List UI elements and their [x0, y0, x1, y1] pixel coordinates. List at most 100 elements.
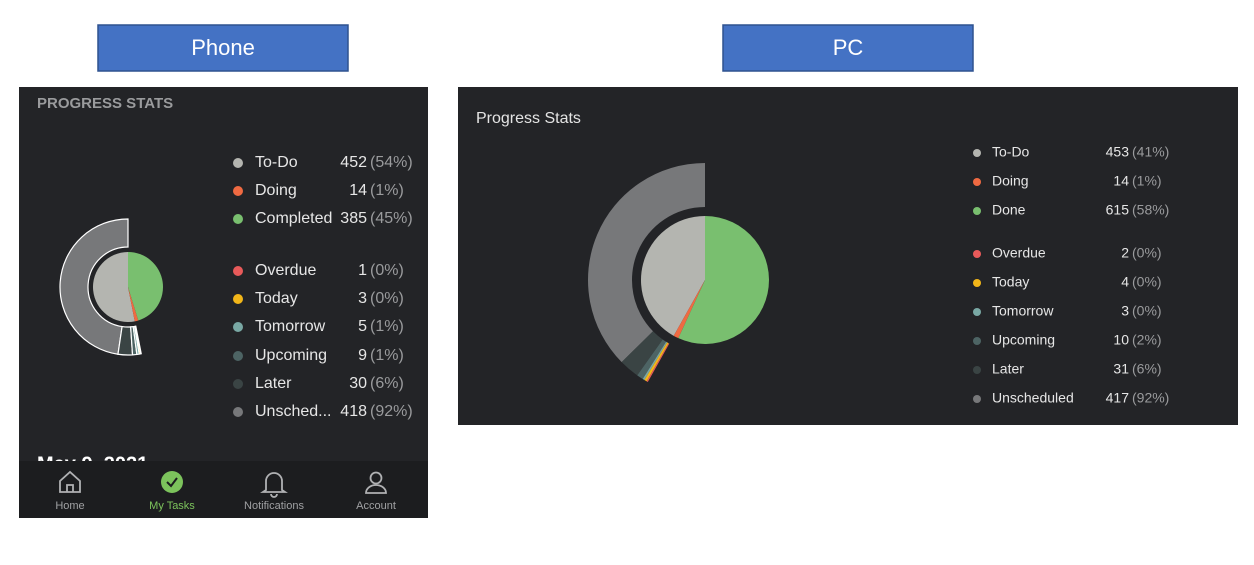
legend-count: 3	[358, 290, 367, 307]
account-head	[369, 471, 383, 485]
legend-name: To-Do	[255, 154, 298, 171]
legend-percent: (6%)	[1132, 361, 1162, 377]
legend-count: 30	[349, 375, 367, 392]
pc-label-box	[722, 24, 974, 72]
legend-dot	[233, 158, 243, 168]
legend-name: Overdue	[255, 262, 316, 279]
legend-count: 1	[358, 262, 367, 279]
pie-slice	[128, 287, 139, 322]
ring-segment	[646, 343, 670, 383]
pie-slice	[678, 216, 769, 344]
legend-percent: (92%)	[370, 403, 413, 420]
legend-dot	[233, 407, 243, 417]
legend-dot	[233, 294, 243, 304]
check-icon	[166, 477, 178, 488]
legend-dot	[233, 266, 243, 276]
legend-name: Today	[992, 274, 1029, 290]
legend-percent: (2%)	[1132, 332, 1162, 348]
legend-count: 615	[1106, 202, 1130, 218]
legend-percent: (92%)	[1132, 390, 1169, 406]
legend-dot	[233, 214, 243, 224]
legend-name: Unscheduled	[992, 390, 1074, 406]
pie-slice	[641, 216, 705, 336]
bell-icon	[260, 472, 288, 498]
ring-segment	[644, 342, 669, 382]
legend-percent: (0%)	[1132, 245, 1162, 261]
phone-label-box	[97, 24, 349, 72]
legend-dot	[973, 250, 981, 258]
ring-segment	[642, 341, 668, 381]
legend-name: To-Do	[992, 144, 1030, 160]
legend-percent: (45%)	[370, 210, 413, 227]
nav-label: Account	[356, 500, 396, 512]
nav-label: Home	[55, 500, 84, 512]
legend-name: Done	[992, 202, 1026, 218]
account-body	[365, 484, 387, 494]
legend-dot	[233, 186, 243, 196]
legend-percent: (0%)	[1132, 303, 1162, 319]
legend-name: Upcoming	[992, 332, 1055, 348]
home-icon	[59, 470, 81, 493]
legend-dot	[973, 279, 981, 287]
phone-nav-bar	[19, 461, 428, 518]
legend-dot	[973, 366, 981, 374]
legend-percent: (1%)	[1132, 173, 1162, 189]
legend-count: 453	[1106, 144, 1130, 160]
legend-name: Upcoming	[255, 347, 327, 364]
ring-segment	[59, 218, 129, 355]
legend-count: 9	[358, 347, 367, 364]
legend-percent: (54%)	[370, 154, 413, 171]
legend-percent: (0%)	[1132, 274, 1162, 290]
legend-dot	[233, 351, 243, 361]
nav-label: My Tasks	[149, 500, 195, 512]
legend-name: Today	[255, 290, 298, 307]
legend-name: Later	[992, 361, 1024, 377]
pie-slice	[93, 252, 135, 322]
legend-name: Completed	[255, 210, 332, 227]
nav-home[interactable]: Home	[55, 470, 85, 512]
legend-count: 14	[1113, 173, 1129, 189]
legend-dot	[973, 149, 981, 157]
legend-percent: (1%)	[370, 318, 404, 335]
legend-dot	[233, 322, 243, 332]
pc-title: Progress Stats	[476, 110, 581, 127]
legend-count: 418	[340, 403, 367, 420]
legend-count: 14	[349, 182, 367, 199]
pc-label: PC	[833, 35, 864, 60]
legend-percent: (6%)	[370, 375, 404, 392]
legend-dot	[973, 308, 981, 316]
legend-percent: (1%)	[370, 182, 404, 199]
legend-count: 385	[340, 210, 367, 227]
legend-percent: (41%)	[1132, 144, 1169, 160]
nav-label: Notifications	[244, 500, 304, 512]
legend-percent: (1%)	[370, 347, 404, 364]
legend-name: Overdue	[992, 245, 1046, 261]
legend-dot	[233, 379, 243, 389]
phone-title: PROGRESS STATS	[37, 95, 173, 112]
nav-notifications[interactable]: Notifications	[244, 472, 304, 512]
legend-percent: (0%)	[370, 290, 404, 307]
legend-name: Doing	[255, 182, 297, 199]
legend-count: 417	[1106, 390, 1130, 406]
legend-count: 2	[1121, 245, 1129, 261]
legend-count: 3	[1121, 303, 1129, 319]
phone-date-clip: May 9, 2021	[37, 453, 148, 461]
nav-my-tasks[interactable]: My Tasks	[149, 471, 195, 512]
legend-name: Tomorrow	[992, 303, 1054, 319]
legend-name: Doing	[992, 173, 1029, 189]
ring-segment	[134, 325, 142, 355]
nav-account[interactable]: Account	[356, 471, 396, 512]
phone-label: Phone	[191, 35, 255, 60]
pie-slice	[128, 252, 164, 321]
legend-count: 452	[340, 154, 367, 171]
pie-slice	[673, 280, 705, 339]
legend-dot	[973, 337, 981, 345]
legend-name: Unsched...	[255, 403, 331, 420]
pc-panel	[458, 87, 1238, 425]
legend-dot	[973, 178, 981, 186]
tasks-icon	[161, 471, 183, 493]
legend-count: 31	[1113, 361, 1129, 377]
ring-segment	[637, 339, 667, 380]
legend-name: Tomorrow	[255, 318, 326, 335]
